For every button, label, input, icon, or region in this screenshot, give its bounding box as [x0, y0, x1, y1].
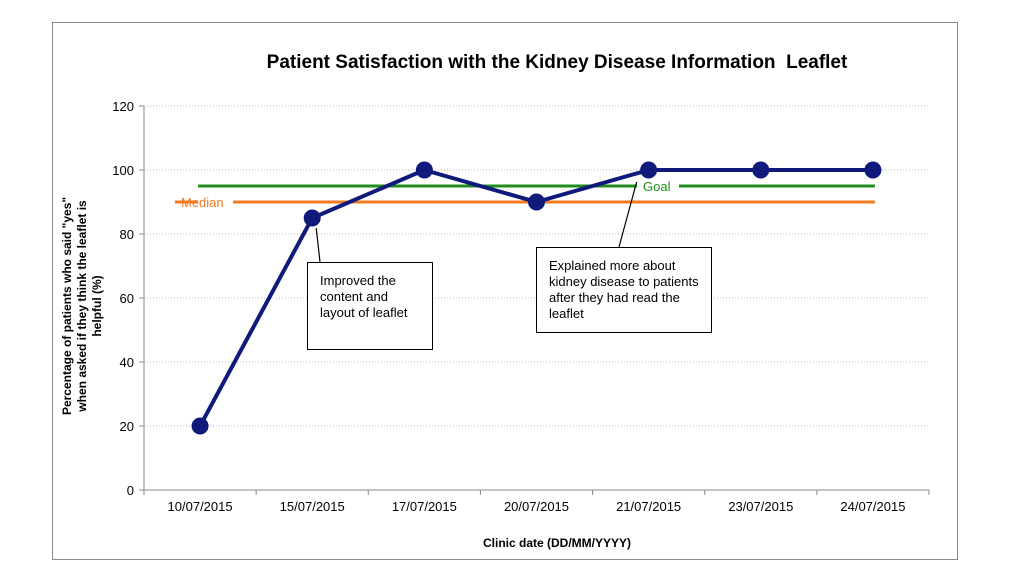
median-label: Median — [181, 195, 224, 210]
reference-lines: Goal Median — [175, 179, 875, 210]
data-point — [528, 193, 545, 211]
y-tick-label: 40 — [120, 355, 134, 370]
y-tick-label: 120 — [112, 99, 134, 114]
x-tick-label: 23/07/2015 — [728, 499, 793, 514]
goal-label: Goal — [643, 179, 671, 194]
y-tick-label: 80 — [120, 227, 134, 242]
data-point — [191, 417, 209, 435]
data-series — [191, 161, 882, 435]
y-tick-label: 100 — [112, 163, 134, 178]
data-point — [640, 161, 658, 179]
data-point — [415, 161, 433, 179]
data-point — [752, 161, 770, 179]
y-axis-title-line-2: when asked if they think the leaflet is — [75, 200, 89, 413]
x-axis-title: Clinic date (DD/MM/YYYY) — [483, 536, 631, 550]
annotation-box-content: Improved the content and layout of leafl… — [307, 262, 433, 350]
y-tick-label: 0 — [127, 483, 134, 498]
annotation-connectors — [315, 181, 638, 263]
data-point — [864, 161, 882, 179]
x-tick-label: 24/07/2015 — [840, 499, 905, 514]
x-tick-label: 21/07/2015 — [616, 499, 681, 514]
y-axis-title: Percentage of patients who said "yes" wh… — [60, 197, 104, 415]
x-tick-label: 17/07/2015 — [392, 499, 457, 514]
axes: 0 20 40 60 80 100 120 10/07/2015 15/07/2015 17/07… — [112, 99, 930, 514]
y-axis-title-line-3: helpful (%) — [90, 275, 104, 336]
data-point — [303, 209, 321, 227]
y-tick-label: 60 — [120, 291, 134, 306]
x-tick-label: 15/07/2015 — [280, 499, 345, 514]
chart-title: Patient Satisfaction with the Kidney Dis… — [267, 52, 848, 73]
annotation-connector-1 — [618, 181, 638, 248]
chart-frame: Patient Satisfaction with the Kidney Dis… — [52, 22, 958, 560]
y-axis-title-line-1: Percentage of patients who said "yes" — [60, 197, 74, 415]
annotation-box-explained: Explained more about kidney disease to p… — [536, 247, 712, 333]
annotation-connector-0 — [315, 227, 321, 263]
x-tick-label: 20/07/2015 — [504, 499, 569, 514]
x-tick-label: 10/07/2015 — [168, 499, 233, 514]
chart-svg: Patient Satisfaction with the Kidney Dis… — [60, 52, 930, 550]
y-tick-label: 20 — [120, 419, 134, 434]
